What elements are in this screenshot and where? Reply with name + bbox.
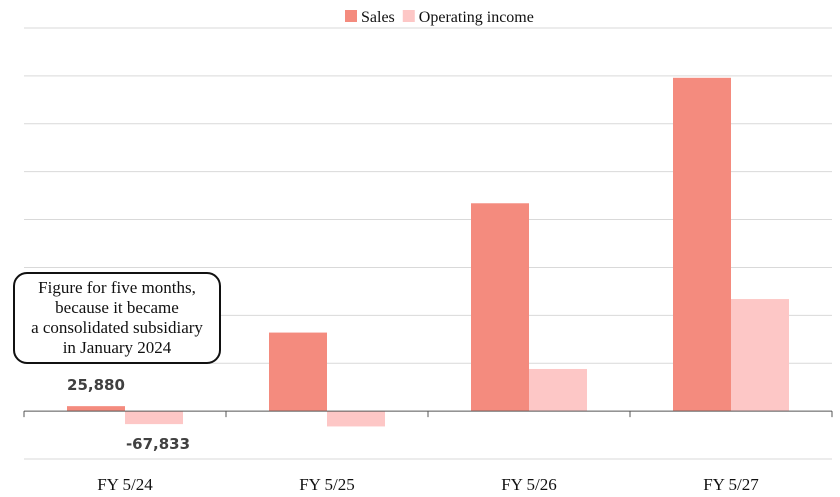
bar-operating-income <box>327 411 385 427</box>
bar-operating-income <box>731 299 789 412</box>
annotation-box: Figure for five months, because it becam… <box>13 272 221 364</box>
legend-swatch <box>345 10 357 22</box>
x-tick-label: FY 5/24 <box>97 475 153 494</box>
x-tick-label: FY 5/25 <box>299 475 355 494</box>
bar-sales <box>269 332 327 412</box>
x-tick-label: FY 5/27 <box>703 475 759 494</box>
data-labels: 25,880 -67,833 <box>67 376 190 453</box>
bar-sales <box>471 203 529 412</box>
bar-operating-income <box>529 368 587 412</box>
legend-swatch <box>402 10 415 22</box>
bar-operating-income <box>125 411 183 425</box>
x-axis-ticks: FY 5/24 FY 5/25 FY 5/26 FY 5/27 <box>23 411 833 494</box>
data-label: 25,880 <box>67 376 125 394</box>
legend-label: Operating income <box>419 9 534 26</box>
legend-label: Sales <box>361 9 395 26</box>
bars <box>67 77 789 427</box>
legend: Sales Operating income <box>345 9 534 26</box>
data-label: -67,833 <box>126 435 190 453</box>
x-tick-label: FY 5/26 <box>501 475 557 494</box>
bar-sales <box>673 77 731 412</box>
bar-sales <box>67 406 125 412</box>
annotation-text: Figure for five months, because it becam… <box>31 278 203 357</box>
